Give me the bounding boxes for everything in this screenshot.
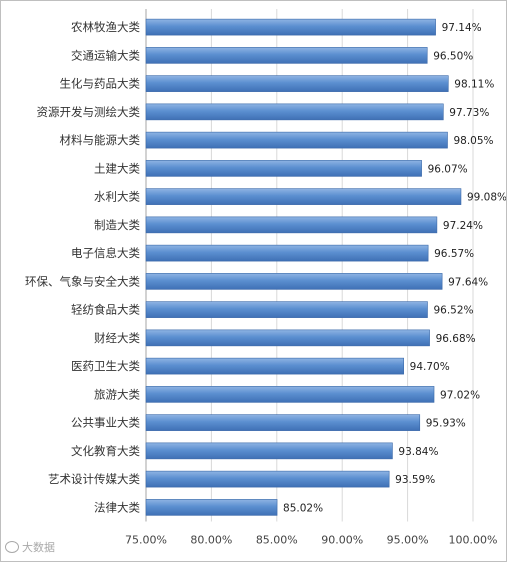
x-tick-label: 95.00% xyxy=(387,534,429,547)
data-label: 97.24% xyxy=(443,220,483,232)
bar xyxy=(145,216,438,234)
category-label: 材料与能源大类 xyxy=(60,133,141,147)
watermark-text: 大数据 xyxy=(22,541,55,554)
bar xyxy=(145,470,390,488)
data-label: 96.07% xyxy=(428,163,468,175)
category-label: 艺术设计传媒大类 xyxy=(48,472,140,486)
x-tick-label: 90.00% xyxy=(321,534,363,547)
data-label: 96.57% xyxy=(434,248,474,260)
category-label: 资源开发与测绘大类 xyxy=(37,105,141,119)
category-label: 环保、气象与安全大类 xyxy=(25,274,140,288)
data-label: 98.05% xyxy=(453,135,493,147)
bar xyxy=(145,414,421,431)
x-tick-label: 80.00% xyxy=(190,534,232,547)
data-label: 96.50% xyxy=(433,50,473,62)
bar xyxy=(145,273,443,290)
bar xyxy=(145,160,422,177)
data-label: 93.59% xyxy=(395,474,435,486)
category-label: 土建大类 xyxy=(94,161,140,175)
data-label: 85.02% xyxy=(283,502,323,514)
x-tick-label: 75.00% xyxy=(125,534,167,547)
data-label: 98.11% xyxy=(454,79,494,91)
value-labels: 97.14% 96.50% 98.11% 97.73% 98.05% 96.07% 99.0… xyxy=(283,22,506,514)
data-label: 97.64% xyxy=(448,276,488,288)
category-labels: 农林牧渔大类交通运输大类生化与药品大类资源开发与测绘大类材料与能源大类土建大类水… xyxy=(25,20,140,514)
bar xyxy=(145,301,428,318)
data-label: 95.93% xyxy=(426,418,466,430)
bars xyxy=(145,18,462,516)
weibo-logo-icon xyxy=(5,541,19,553)
data-label: 97.73% xyxy=(449,107,489,119)
bar xyxy=(145,103,444,121)
category-label: 公共事业大类 xyxy=(71,416,140,430)
category-label: 文化教育大类 xyxy=(71,444,140,458)
category-label: 旅游大类 xyxy=(94,387,140,401)
bar xyxy=(145,357,404,375)
category-label: 制造大类 xyxy=(94,218,140,232)
x-tick-label: 100.00% xyxy=(449,534,498,547)
bar xyxy=(145,442,393,460)
data-label: 94.70% xyxy=(410,361,450,373)
x-axis-ticks: 75.00% 80.00% 85.00% 90.00% 95.00% 100.00% xyxy=(125,534,497,547)
data-label: 99.08% xyxy=(467,192,506,204)
bar xyxy=(145,188,462,205)
category-label: 医药卫生大类 xyxy=(71,359,140,373)
x-tick-label: 85.00% xyxy=(256,534,298,547)
watermark: 大数据 xyxy=(5,539,55,555)
category-label: 电子信息大类 xyxy=(71,246,140,260)
gridlines xyxy=(145,9,474,522)
category-label: 水利大类 xyxy=(94,190,140,204)
data-label: 96.68% xyxy=(436,333,476,345)
category-label: 交通运输大类 xyxy=(71,48,140,62)
data-label: 97.14% xyxy=(442,22,482,34)
bar xyxy=(145,244,429,262)
bar xyxy=(145,18,436,36)
data-label: 93.84% xyxy=(398,446,438,458)
category-label: 农林牧渔大类 xyxy=(71,20,140,34)
category-label: 财经大类 xyxy=(94,331,140,345)
bar xyxy=(145,131,448,149)
category-label: 生化与药品大类 xyxy=(60,77,141,91)
bar xyxy=(145,386,435,403)
bar xyxy=(145,75,449,92)
data-label: 97.02% xyxy=(440,389,480,401)
bar xyxy=(145,329,430,347)
category-label: 轻纺食品大类 xyxy=(71,303,140,317)
bar xyxy=(145,499,278,516)
bar xyxy=(145,47,428,64)
category-label: 法律大类 xyxy=(94,500,140,514)
data-label: 96.52% xyxy=(433,305,473,317)
